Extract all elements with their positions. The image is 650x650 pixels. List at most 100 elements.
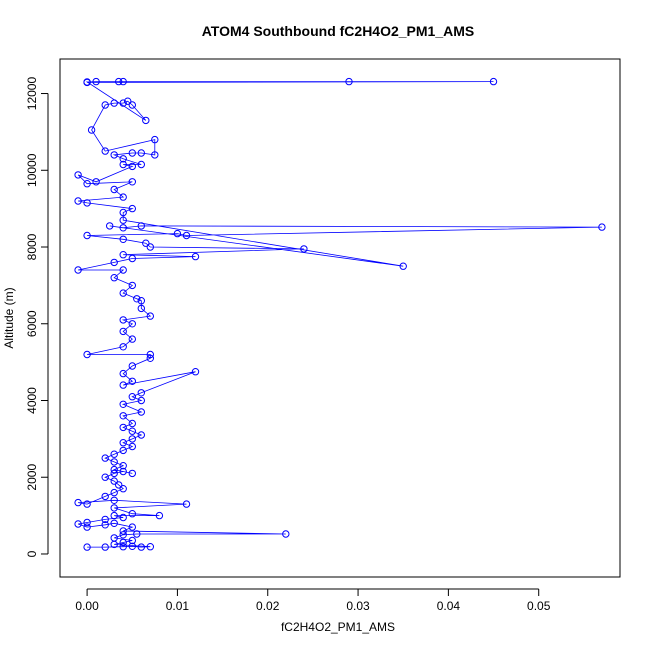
data-point [128,377,137,385]
data-point [137,543,146,551]
y-tick-label: 2000 [25,464,39,491]
data-point [119,216,127,224]
data-point [110,99,118,107]
data-point [119,446,127,455]
data-point [182,231,191,240]
data-point [119,538,127,547]
data-point [74,197,82,205]
data-point [83,543,91,551]
data-point [173,229,182,238]
data-point [155,511,164,520]
data-point [83,78,91,87]
data-point [128,204,137,213]
data-point [110,519,118,527]
data-point [128,442,137,451]
data-point [101,543,109,551]
data-point [137,149,146,157]
data-point [110,534,118,542]
data-point [119,208,127,217]
data-point [142,239,150,247]
data-point [146,350,155,359]
data-point [119,193,127,201]
data-point [110,496,118,504]
data-point [128,320,137,328]
data-point [146,312,155,320]
data-point [74,266,82,274]
data-point [128,427,137,435]
data-point [119,439,127,447]
data-point [110,488,118,497]
y-axis-label: Altitude (m) [2,287,16,348]
data-point [128,281,137,290]
data-point [128,469,137,478]
data-point [119,266,127,274]
chart-title: ATOM4 Southbound fC2H4O2_PM1_AMS [202,23,475,39]
data-point [119,381,127,389]
data-point [191,252,200,261]
data-point [83,350,91,359]
data-point [146,354,155,362]
data-point [133,530,141,538]
data-point [110,465,118,474]
data-point [74,171,82,179]
data-point [110,258,118,267]
data-point [300,245,308,253]
data-point [101,147,109,155]
data-point [137,396,146,405]
data-point [92,178,100,186]
data-point [119,251,127,259]
x-tick-label: 0.03 [346,599,370,613]
data-point [101,515,109,524]
y-tick-label: 4000 [25,387,39,414]
y-axis: 0 2000 4000 6000 8000 10000 12000 [25,77,49,557]
y-tick-label: 8000 [25,233,39,260]
data-point [110,185,118,194]
x-tick-label: 0.02 [256,599,280,613]
data-point [128,149,137,157]
data-point [83,518,91,527]
data-point [119,235,127,244]
data-point [133,295,141,303]
data-point [101,101,109,109]
data-point [128,435,137,443]
data-point [83,199,91,207]
data-point [128,523,137,531]
data-point [119,412,127,420]
data-point [101,521,109,529]
data-point [119,423,127,432]
data-point [106,222,114,230]
data-point [119,327,127,336]
data-point [110,477,118,485]
y-tick-label: 10000 [25,153,39,187]
plot-frame [59,58,621,578]
data-point [119,155,127,163]
data-point [119,543,127,551]
data-point [119,527,127,535]
data-point [142,116,150,125]
data-point [128,542,137,550]
data-point [119,289,127,297]
data-point [128,393,137,401]
data-point [83,523,91,531]
data-point [119,343,127,351]
data-point [137,304,146,313]
series-line [77,81,602,548]
data-point [151,151,159,159]
data-point [110,511,118,520]
data-point [137,408,146,416]
data-point [110,458,118,466]
data-point [345,77,353,86]
data-point [74,498,82,507]
data-point [489,77,498,86]
data-point [83,500,91,508]
data-point [137,297,146,305]
data-point [119,160,127,169]
x-tick-label: 0.01 [166,599,190,613]
data-point [119,99,127,107]
data-point [137,389,146,397]
data-series [74,77,606,551]
x-axis: 0.00 0.01 0.02 0.03 0.04 0.05 [75,588,551,613]
data-point [137,160,146,169]
data-point [101,492,109,501]
